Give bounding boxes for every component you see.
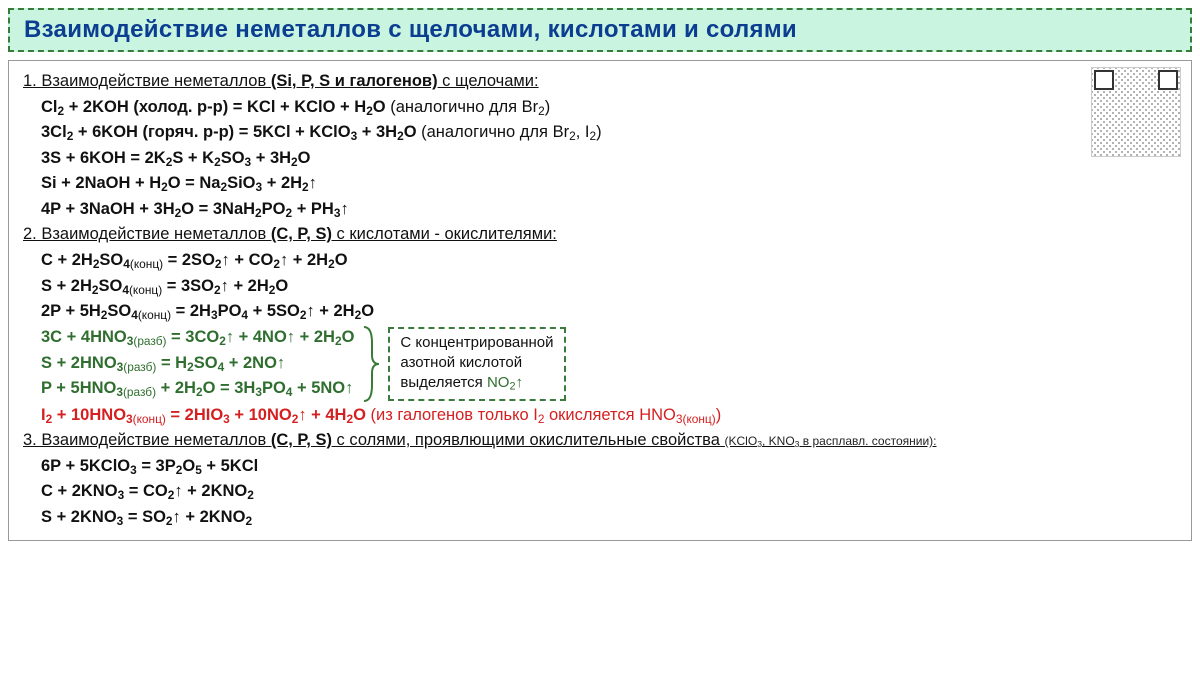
qr-code-icon [1091, 67, 1181, 157]
sec1-pre: 1. Взаимодействие неметаллов [23, 72, 271, 90]
equation-7: S + 2H2SO4(конц) = 3SO2↑ + 2H2O [23, 274, 1177, 300]
equation-5: 4P + 3NaOH + 3H2O = 3NaH2PO2 + PH3↑ [23, 197, 1177, 223]
equation-8: 2P + 5H2SO4(конц) = 2H3PO4 + 5SO2↑ + 2H2… [23, 299, 1177, 325]
equation-11: P + 5HNO3(разб) + 2H2O = 3H3PO4 + 5NO↑ [23, 376, 354, 402]
hno3-group: 3C + 4HNO3(разб) = 3CO2↑ + 4NO↑ + 2H2O S… [23, 325, 1177, 403]
title-banner: Взаимодействие неметаллов с щелочами, ки… [8, 8, 1192, 52]
sec2-pre: 2. Взаимодействие неметаллов [23, 225, 271, 243]
sec2-post: с кислотами - окислителями: [332, 225, 557, 243]
equation-2: 3Cl2 + 6KOH (горяч. р-р) = 5KCl + KClO3 … [23, 120, 1177, 146]
equation-12: I2 + 10HNO3(конц) = 2HIO3 + 10NO2↑ + 4H2… [23, 403, 1177, 429]
equation-1: Cl2 + 2KOH (холод. р-р) = KCl + KClO + H… [23, 95, 1177, 121]
note-line-2: азотной кислотой [400, 353, 553, 373]
note-line-3: выделяется NO2↑ [400, 373, 553, 394]
equation-4: Si + 2NaOH + H2O = Na2SiO3 + 2H2↑ [23, 171, 1177, 197]
sec3-post: с солями, проявлющими окислительные свой… [332, 431, 725, 449]
section-1-heading: 1. Взаимодействие неметаллов (Si, P, S и… [23, 69, 1177, 95]
section-3-heading: 3. Взаимодействие неметаллов (C, P, S) с… [23, 428, 1177, 454]
equation-15: S + 2KNO3 = SO2↑ + 2KNO2 [23, 505, 1177, 531]
sec1-underline: (Si, P, S и галогенов) [271, 72, 438, 90]
sec3-pre: 3. Взаимодействие неметаллов [23, 431, 271, 449]
section-2-heading: 2. Взаимодействие неметаллов (C, P, S) с… [23, 222, 1177, 248]
sec2-underline: (C, P, S) [271, 225, 332, 243]
sec3-smallnote: (KClO3, KNO3 в расплавл. состоянии): [725, 434, 937, 448]
curly-brace-icon [362, 325, 380, 403]
page-title: Взаимодействие неметаллов с щелочами, ки… [24, 16, 1176, 44]
sec3-underline: (C, P, S) [271, 431, 332, 449]
equation-13: 6P + 5KClO3 = 3P2O5 + 5KCl [23, 454, 1177, 480]
equation-10: S + 2HNO3(разб) = H2SO4 + 2NO↑ [23, 351, 354, 377]
equation-6: C + 2H2SO4(конц) = 2SO2↑ + CO2↑ + 2H2O [23, 248, 1177, 274]
sec1-post: с щелочами: [438, 72, 539, 90]
content-panel: 1. Взаимодействие неметаллов (Si, P, S и… [8, 60, 1192, 541]
equation-9: 3C + 4HNO3(разб) = 3CO2↑ + 4NO↑ + 2H2O [23, 325, 354, 351]
equation-14: C + 2KNO3 = CO2↑ + 2KNO2 [23, 479, 1177, 505]
note-box: С концентрированной азотной кислотой выд… [388, 327, 565, 401]
hno3-equations-col: 3C + 4HNO3(разб) = 3CO2↑ + 4NO↑ + 2H2O S… [23, 325, 354, 402]
equation-3: 3S + 6KOH = 2K2S + K2SO3 + 3H2O [23, 146, 1177, 172]
note-line-1: С концентрированной [400, 333, 553, 353]
